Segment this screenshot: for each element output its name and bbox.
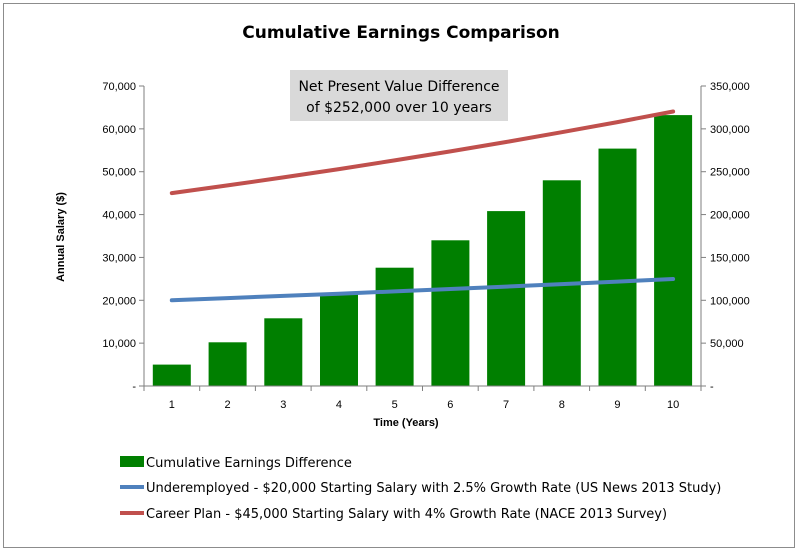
line-underemployed <box>169 277 676 303</box>
y-axis-label: Annual Salary ($) <box>55 192 67 282</box>
annotation-background <box>290 70 508 121</box>
chart-frame: Cumulative Earnings Comparison - 10,000 20… <box>3 3 795 548</box>
left-tick-label: 20,000 <box>102 295 136 307</box>
bars <box>152 115 693 386</box>
left-tick-label: 70,000 <box>102 81 136 93</box>
bar-year-2 <box>208 342 247 386</box>
x-tick-label: 9 <box>614 399 620 411</box>
chart-title: Cumulative Earnings Comparison <box>242 23 560 43</box>
x-tick-label: 1 <box>169 399 175 411</box>
left-tick-label: 30,000 <box>102 252 136 264</box>
right-tick-label: - <box>710 381 714 393</box>
axes: - 10,000 20,000 30,000 40,000 50,000 60,000 70,… <box>102 81 749 411</box>
x-axis-label: Time (Years) <box>373 417 439 429</box>
legend-item-bars: Cumulative Earnings Difference <box>120 456 352 471</box>
left-tick-label: 10,000 <box>102 338 136 350</box>
right-tick-label: 100,000 <box>710 295 750 307</box>
x-tick-label: 4 <box>336 399 342 411</box>
annotation-line-2: of $252,000 over 10 years <box>306 100 492 116</box>
right-tick-label: 200,000 <box>710 210 750 222</box>
right-tick-label: 250,000 <box>710 167 750 179</box>
legend-item-underemployed: Underemployed - $20,000 Starting Salary … <box>120 481 721 496</box>
line-career-plan <box>169 109 676 196</box>
annotation-line-1: Net Present Value Difference <box>298 79 499 95</box>
legend-label-career-plan: Career Plan - $45,000 Starting Salary wi… <box>146 507 667 522</box>
legend-label-bars: Cumulative Earnings Difference <box>146 456 352 471</box>
left-tick-label: 40,000 <box>102 210 136 222</box>
lines <box>169 109 676 303</box>
right-tick-label: 350,000 <box>710 81 750 93</box>
legend-item-career-plan: Career Plan - $45,000 Starting Salary wi… <box>120 507 667 522</box>
bar-year-3 <box>264 318 303 386</box>
bar-year-10 <box>654 115 693 386</box>
x-tick-label: 7 <box>503 399 509 411</box>
right-tick-label: 300,000 <box>710 124 750 136</box>
annotation-box: Net Present Value Difference of $252,000… <box>290 70 508 121</box>
right-tick-label: 150,000 <box>710 252 750 264</box>
bar-year-5 <box>375 267 414 386</box>
bar-year-6 <box>431 240 470 386</box>
right-tick-label: 50,000 <box>710 338 744 350</box>
chart: Cumulative Earnings Comparison - 10,000 20… <box>55 23 750 522</box>
x-tick-label: 10 <box>667 399 679 411</box>
x-tick-label: 2 <box>224 399 230 411</box>
left-tick-label: - <box>132 381 136 393</box>
bar-year-4 <box>320 294 358 386</box>
bar-year-7 <box>487 211 526 386</box>
x-tick-label: 8 <box>559 399 565 411</box>
legend-swatch-bars <box>120 456 144 467</box>
bar-year-1 <box>152 364 191 386</box>
left-tick-label: 50,000 <box>102 167 136 179</box>
x-tick-label: 5 <box>392 399 398 411</box>
legend-label-underemployed: Underemployed - $20,000 Starting Salary … <box>146 481 721 496</box>
bar-year-9 <box>598 148 637 386</box>
x-tick-label: 3 <box>280 399 286 411</box>
x-tick-label: 6 <box>447 399 453 411</box>
left-tick-label: 60,000 <box>102 124 136 136</box>
legend: Cumulative Earnings Difference Underempl… <box>120 456 721 522</box>
